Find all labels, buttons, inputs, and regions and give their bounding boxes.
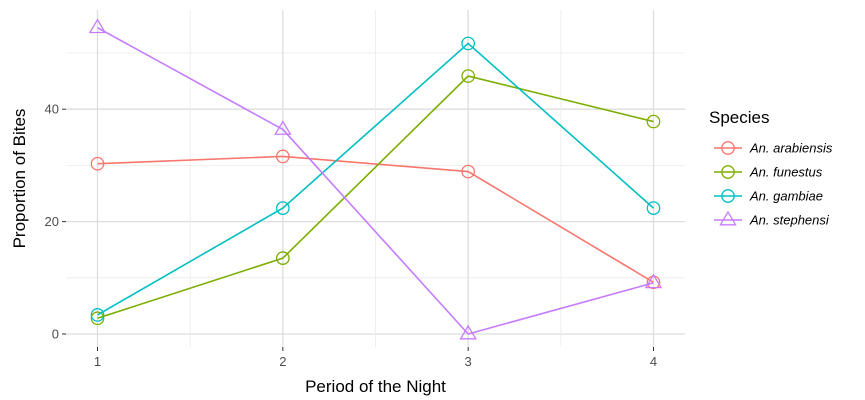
series-an-arabiensis <box>90 149 661 290</box>
legend-key-marker <box>719 210 737 226</box>
legend-label: An. stephensi <box>749 213 830 228</box>
data-point-an-funestus <box>275 251 290 265</box>
series-line-an-gambiae <box>97 42 655 316</box>
y-tick-label: 40 <box>45 102 59 117</box>
data-point-an-arabiensis <box>90 156 105 171</box>
data-point-an-stephensi <box>644 273 663 289</box>
legend-label: An. arabiensis <box>749 141 833 156</box>
data-point-an-gambiae <box>275 201 290 215</box>
legend-item-an-gambiae: An. gambiae <box>714 189 823 204</box>
x-tick-label: 3 <box>465 354 472 369</box>
legend-label: An. gambiae <box>749 189 823 204</box>
y-tick-label: 20 <box>45 214 59 229</box>
grid <box>66 10 685 347</box>
series-an-funestus <box>90 69 661 326</box>
data-point-an-gambiae <box>90 308 105 322</box>
series-layer <box>88 18 663 340</box>
data-point-an-gambiae <box>646 201 661 215</box>
data-point-an-arabiensis <box>275 149 290 164</box>
axes: 0 20 40 1 2 3 4 <box>45 102 658 369</box>
data-point-an-gambiae <box>461 36 476 51</box>
legend-item-an-arabiensis: An. arabiensis <box>714 141 833 156</box>
data-point-an-funestus <box>646 114 661 129</box>
data-point-an-arabiensis <box>461 164 476 179</box>
legend: Species An. arabiensis An. funestus An. ga… <box>709 108 833 228</box>
legend-label: An. funestus <box>749 165 823 180</box>
series-an-gambiae <box>90 36 661 322</box>
data-point-an-funestus <box>90 311 105 326</box>
legend-key-marker <box>721 165 735 179</box>
series-an-stephensi <box>88 18 663 340</box>
data-point-an-stephensi <box>459 324 477 340</box>
data-point-an-funestus <box>461 69 476 83</box>
series-line-an-funestus <box>97 75 654 320</box>
legend-key-marker <box>721 189 735 203</box>
x-tick-label: 1 <box>94 354 101 369</box>
legend-key-marker <box>721 141 735 155</box>
data-point-an-stephensi <box>274 120 292 135</box>
legend-item-an-stephensi: An. stephensi <box>714 210 830 228</box>
legend-title: Species <box>709 108 769 127</box>
y-tick-label: 0 <box>52 327 59 342</box>
y-axis-title: Proportion of Bites <box>10 109 29 249</box>
x-tick-label: 2 <box>279 354 286 369</box>
series-line-an-stephensi <box>97 27 654 335</box>
x-axis-title: Period of the Night <box>305 377 446 396</box>
data-point-an-stephensi <box>88 18 107 34</box>
x-tick-label: 4 <box>650 354 657 369</box>
legend-item-an-funestus: An. funestus <box>714 165 823 180</box>
series-line-an-arabiensis <box>97 155 654 283</box>
